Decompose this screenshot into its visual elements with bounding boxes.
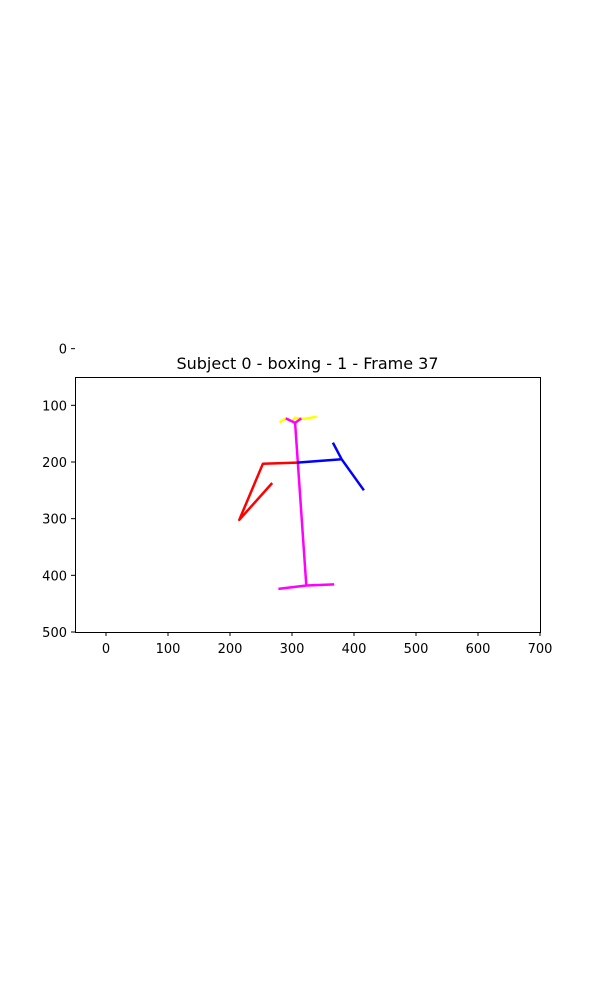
y-tick-label: 500: [42, 626, 67, 641]
x-tick-label: 700: [528, 642, 553, 657]
x-tick-label: 100: [156, 642, 181, 657]
x-tick-label: 400: [342, 642, 367, 657]
x-tick-label: 0: [102, 642, 110, 657]
x-tick-label: 500: [404, 642, 429, 657]
pose-segment-6: [238, 461, 298, 522]
pose-segment-4: [296, 457, 342, 464]
pose-segment-2: [293, 422, 308, 586]
pose-segment-5: [331, 442, 365, 492]
pose-segment-0: [278, 415, 318, 424]
y-tick-label: 200: [42, 456, 67, 471]
y-tick-label: 0: [59, 343, 67, 358]
plot-area-frame: [75, 377, 541, 633]
pose-segment-3: [278, 583, 335, 591]
x-tick-label: 600: [466, 642, 491, 657]
chart-title: Subject 0 - boxing - 1 - Frame 37: [176, 354, 438, 373]
x-tick-label: 200: [218, 642, 243, 657]
y-tick-label: 400: [42, 569, 67, 584]
y-tick-label: 300: [42, 513, 67, 528]
x-axis: 0 100 200 300 400 500 600 700: [102, 632, 553, 657]
x-tick-label: 300: [280, 642, 305, 657]
y-axis: 0 100 200 300 400 500: [42, 343, 75, 641]
y-tick-label: 100: [42, 399, 67, 414]
plot-marks: [238, 415, 365, 591]
